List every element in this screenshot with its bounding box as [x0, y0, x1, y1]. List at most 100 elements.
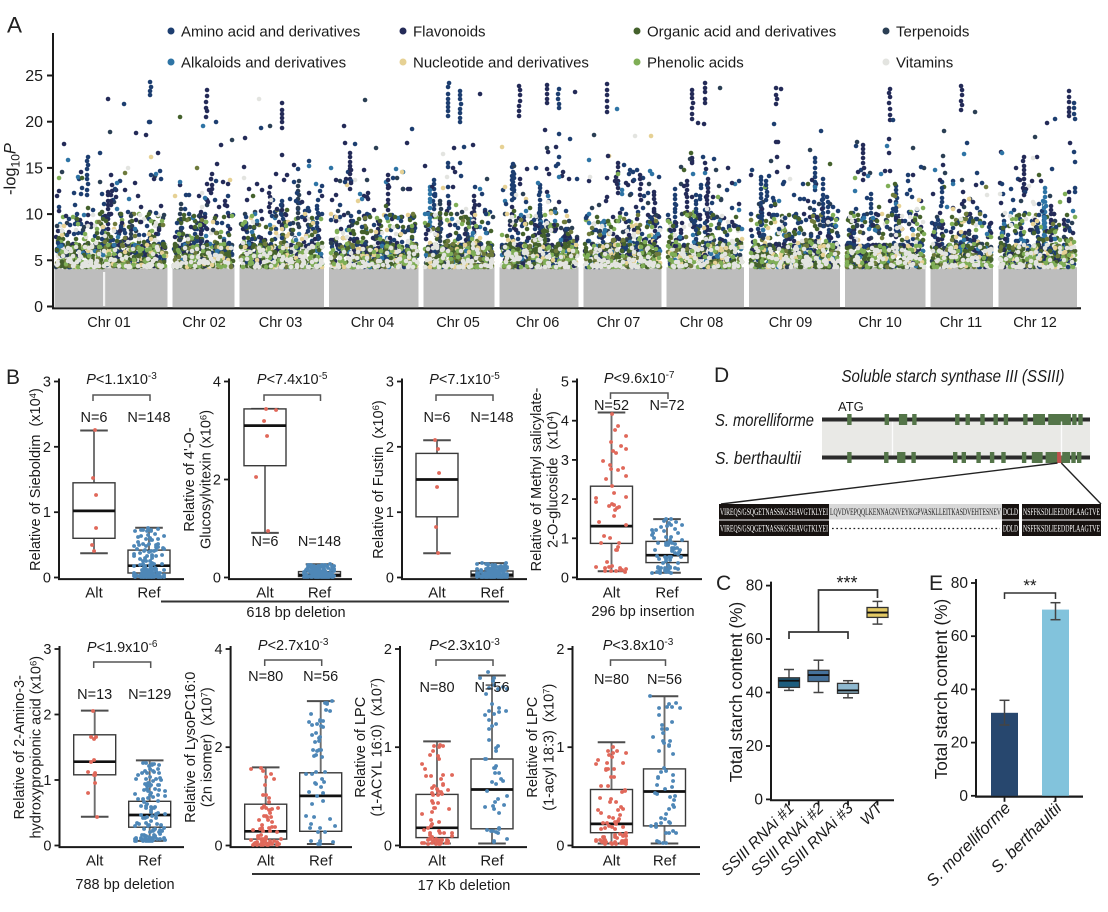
svg-text:80: 80: [951, 575, 969, 592]
svg-text:Ref: Ref: [655, 585, 679, 602]
svg-text:N=148: N=148: [470, 410, 513, 426]
svg-text:2: 2: [215, 740, 223, 756]
svg-text:Terpenoids: Terpenoids: [896, 24, 969, 41]
svg-text:0: 0: [386, 571, 394, 587]
svg-text:Alt: Alt: [603, 853, 621, 870]
svg-text:LQVDVEPQQLKENNAGNVEYKGPVASKLLE: LQVDVEPQQLKENNAGNVEYKGPVASKLLEITKASDVEHT…: [830, 507, 1001, 518]
svg-text:Nucleotide and derivatives: Nucleotide and derivatives: [413, 55, 589, 72]
svg-text:Relative of LPC: Relative of LPC: [353, 697, 369, 798]
svg-text:Alt: Alt: [256, 585, 274, 602]
svg-text:0: 0: [43, 571, 51, 587]
svg-text:C: C: [716, 572, 731, 595]
svg-text:P<2.7x10-3: P<2.7x10-3: [258, 637, 329, 654]
svg-text:N=129: N=129: [128, 687, 171, 703]
svg-text:Amino acid and derivatives: Amino acid and derivatives: [181, 24, 360, 41]
svg-text:S. morelliforme: S. morelliforme: [715, 410, 814, 430]
svg-text:788 bp deletion: 788 bp deletion: [75, 877, 174, 893]
svg-text:Alkaloids and derivatives: Alkaloids and derivatives: [181, 55, 346, 72]
svg-text:60: 60: [746, 631, 764, 648]
svg-text:Chr 01: Chr 01: [87, 315, 131, 331]
svg-text:WT: WT: [857, 799, 887, 829]
svg-text:15: 15: [25, 160, 43, 177]
svg-text:2: 2: [213, 473, 221, 489]
svg-text:N=56: N=56: [474, 680, 509, 696]
svg-text:ATG: ATG: [838, 399, 864, 414]
svg-text:N=148: N=148: [298, 534, 341, 550]
svg-text:0: 0: [556, 839, 564, 855]
svg-text:N=6: N=6: [80, 410, 107, 426]
svg-text:P<3.8x10-3: P<3.8x10-3: [603, 637, 674, 654]
svg-text:40: 40: [951, 681, 969, 698]
svg-text:1: 1: [561, 531, 569, 547]
svg-text:Ref: Ref: [480, 585, 504, 602]
svg-text:N=13: N=13: [77, 687, 112, 703]
svg-text:4: 4: [215, 642, 223, 658]
svg-text:N=80: N=80: [594, 672, 629, 688]
svg-text:B: B: [6, 366, 20, 389]
svg-text:1: 1: [556, 740, 564, 756]
svg-text:Ref: Ref: [308, 585, 332, 602]
svg-text:2: 2: [561, 492, 569, 508]
svg-text:P<1.1x10-3: P<1.1x10-3: [86, 371, 157, 388]
svg-text:3: 3: [43, 375, 51, 391]
svg-text:D: D: [714, 364, 729, 387]
svg-text:Relative of Fustin (x106): Relative of Fustin (x106): [371, 400, 387, 558]
svg-text:0: 0: [561, 571, 569, 587]
svg-text:0: 0: [34, 299, 43, 316]
svg-text:N=148: N=148: [127, 410, 170, 426]
svg-text:(1-acyl 18:3) (x107): (1-acyl 18:3) (x107): [541, 684, 557, 811]
svg-text:Soluble starch synthase III (S: Soluble starch synthase III (SSIII): [842, 366, 1065, 386]
svg-text:1: 1: [386, 505, 394, 521]
svg-text:N=80: N=80: [419, 680, 454, 696]
svg-text:N=56: N=56: [647, 672, 682, 688]
svg-text:1: 1: [384, 740, 392, 756]
svg-text:Chr 02: Chr 02: [182, 315, 226, 331]
svg-text:Ref: Ref: [137, 585, 161, 602]
svg-text:Organic acid and derivatives: Organic acid and derivatives: [647, 24, 836, 41]
svg-text:N=56: N=56: [303, 669, 338, 685]
svg-text:1: 1: [43, 773, 51, 789]
svg-text:25: 25: [25, 68, 43, 85]
svg-text:Relative of 2-Amino-3-: Relative of 2-Amino-3-: [12, 675, 28, 819]
svg-text:VIREQS/GSQGETNASSKGSHAVGTKLYEI: VIREQS/GSQGETNASSKGSHAVGTKLYEI: [720, 507, 828, 518]
svg-text:Phenolic acids: Phenolic acids: [647, 55, 744, 72]
svg-text:Glucosylvitexin (x106): Glucosylvitexin (x106): [198, 410, 214, 549]
svg-text:Alt: Alt: [257, 853, 275, 870]
svg-text:Alt: Alt: [428, 853, 446, 870]
svg-text:0: 0: [213, 571, 221, 587]
svg-text:10: 10: [25, 207, 43, 224]
svg-text:NSFFKSDLIEEDDPLAAGTVE: NSFFKSDLIEEDDPLAAGTVE: [1023, 507, 1100, 518]
svg-text:N=80: N=80: [248, 669, 283, 685]
svg-text:60: 60: [951, 628, 969, 645]
svg-text:***: ***: [836, 573, 857, 593]
svg-text:20: 20: [25, 114, 43, 131]
svg-text:N=72: N=72: [649, 398, 684, 414]
svg-text:Alt: Alt: [603, 585, 621, 602]
svg-text:80: 80: [746, 578, 764, 595]
svg-text:3: 3: [43, 642, 51, 658]
svg-text:(1-ACYL 16:0) (x107): (1-ACYL 16:0) (x107): [369, 678, 385, 817]
svg-text:2: 2: [386, 440, 394, 456]
svg-text:P<1.9x10-6: P<1.9x10-6: [87, 639, 158, 656]
svg-text:5: 5: [34, 253, 43, 270]
svg-text:Ref: Ref: [653, 853, 677, 870]
svg-text:3: 3: [386, 375, 394, 391]
svg-text:Relative of LysoPC16:0: Relative of LysoPC16:0: [183, 672, 199, 823]
svg-text:hydroxypropionic acid (x106): hydroxypropionic acid (x106): [28, 656, 44, 839]
svg-text:N=6: N=6: [251, 534, 278, 550]
svg-text:2: 2: [43, 440, 51, 456]
svg-text:4: 4: [561, 414, 569, 430]
svg-text:(2n isomer) (x107): (2n isomer) (x107): [199, 687, 215, 807]
svg-text:Chr 04: Chr 04: [351, 315, 395, 331]
svg-text:A: A: [7, 13, 22, 38]
svg-text:S. morelliforme: S. morelliforme: [923, 799, 1014, 890]
svg-text:Relative of 4'-O-: Relative of 4'-O-: [182, 427, 198, 531]
svg-text:Chr 09: Chr 09: [769, 315, 813, 331]
svg-text:0: 0: [215, 839, 223, 855]
svg-text:20: 20: [951, 735, 969, 752]
svg-text:5: 5: [561, 375, 569, 391]
svg-text:2: 2: [43, 708, 51, 724]
svg-text:Alt: Alt: [86, 853, 104, 870]
svg-text:2: 2: [384, 642, 392, 658]
svg-text:S. berthaultii: S. berthaultii: [715, 448, 802, 468]
